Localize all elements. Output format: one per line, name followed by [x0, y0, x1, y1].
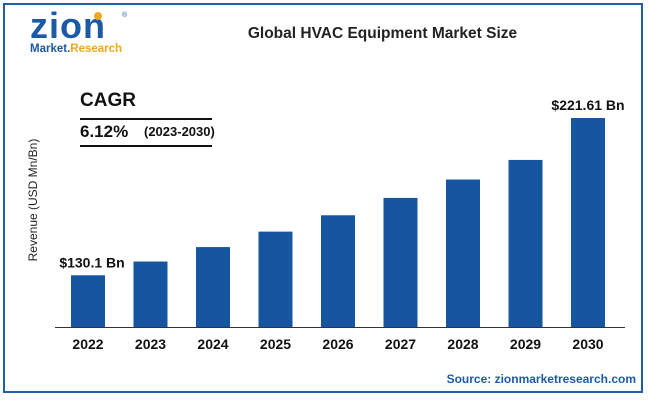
x-tick-label: 2024: [197, 336, 228, 352]
cagr-value: 6.12%: [80, 122, 129, 141]
logo-subtitle: Market.Research: [30, 43, 122, 55]
logo-trademark: ®: [122, 12, 128, 19]
cagr-divider-top: [80, 118, 212, 120]
bar-2030: [571, 117, 605, 327]
bar-2026: [321, 215, 355, 327]
zion-logo: zion ® Market.Research: [30, 5, 130, 58]
bar-2028: [446, 179, 480, 327]
x-tick-label: 2030: [572, 336, 603, 352]
bar-2022: [71, 275, 105, 327]
cagr-label: CAGR: [80, 90, 136, 111]
x-tick-label: 2028: [447, 336, 478, 352]
logo-sub-right: Research: [70, 43, 123, 55]
bar-2025: [258, 231, 293, 327]
x-tick-label: 2023: [135, 336, 166, 352]
x-tick-label: 2026: [322, 336, 353, 352]
x-tick-label: 2029: [510, 336, 541, 352]
data-label-2030: $221.61 Bn: [551, 97, 624, 113]
logo-wordmark: zion: [30, 5, 106, 46]
cagr-divider-bottom: [80, 145, 212, 147]
cagr-period: (2023-2030): [144, 124, 215, 139]
chart-title: Global HVAC Equipment Market Size: [247, 25, 518, 42]
x-tick-label: 2025: [260, 336, 291, 352]
logo-dot-icon: [94, 12, 102, 20]
x-tick-label: 2022: [72, 336, 103, 352]
x-tick-label: 2027: [385, 336, 416, 352]
source-link[interactable]: Source: zionmarketresearch.com: [446, 372, 636, 386]
bar-2023: [133, 261, 168, 327]
bar-2029: [508, 159, 543, 327]
logo-sub-left: Market.: [30, 43, 71, 55]
data-label-2022: $130.1 Bn: [59, 254, 124, 270]
bar-2024: [196, 247, 230, 327]
bar-2027: [383, 197, 418, 327]
